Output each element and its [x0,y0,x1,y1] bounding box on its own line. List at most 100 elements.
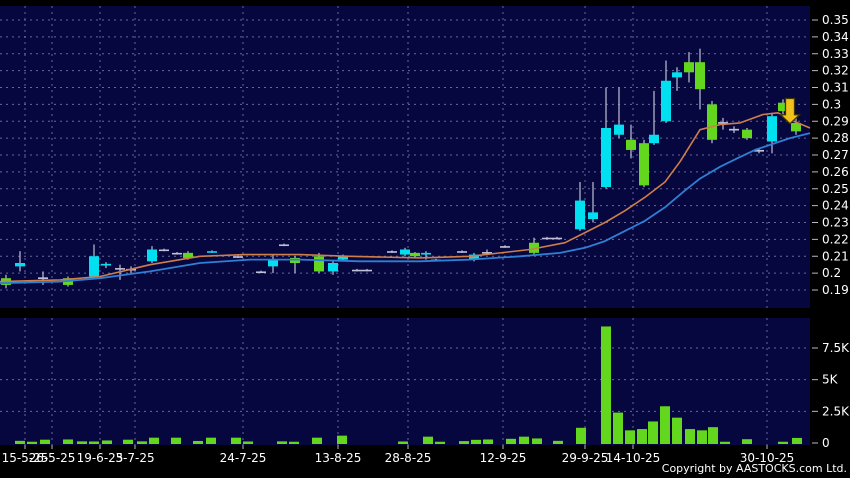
price-axis-label: 0.19 [822,283,849,297]
volume-bar [423,436,433,444]
date-label: 3-7-25 [115,451,154,465]
price-axis-label: 0.34 [822,30,849,44]
volume-bar [648,421,658,444]
volume-bars-layer [15,326,802,444]
volume-bar [637,429,647,444]
candle-body [268,259,278,267]
volume-bar [243,441,253,444]
volume-bar [613,412,623,444]
date-label: 14-10-25 [606,451,660,465]
candle-body [791,122,801,132]
volume-bar [532,438,542,444]
candle-body [159,249,169,252]
volume-bar [625,430,635,444]
down-arrow-annotation [778,97,802,125]
price-axis-label: 0.3 [822,97,841,111]
candle-body [469,254,479,260]
candle-body [338,256,348,260]
volume-bar [40,439,50,444]
date-label: 26-5-25 [29,451,76,465]
volume-bar [708,427,718,444]
candle-body [172,252,182,255]
candle-body [328,263,338,272]
volume-bar [398,441,408,444]
date-label: 15-5-25 [2,451,49,465]
candle-body [661,80,671,122]
volume-bar [553,440,563,444]
price-axis-label: 0.28 [822,131,849,145]
candle-body [695,62,705,90]
volume-bar [77,441,87,444]
candle-body [767,116,777,142]
candle-body [400,249,410,255]
candle-body [183,252,193,258]
volume-bar [123,439,133,444]
volume-bar [792,437,802,444]
candle-body [778,102,788,112]
volume-bar [27,441,37,444]
candle-body [626,139,636,150]
volume-bar [459,441,469,444]
volume-axis-label: 7.5K [822,341,850,355]
price-axis-label: 0.25 [822,182,849,196]
candle-body [614,124,624,135]
grid-layer [0,6,810,445]
candle-body [352,269,362,272]
volume-bar [15,440,25,444]
candle-body [575,200,585,230]
candle-body [588,212,598,220]
candle-body [387,251,397,253]
ma-slow-blue-line [0,132,811,285]
candle-body [500,246,510,248]
price-axis-label: 0.35 [822,13,849,27]
candle-body [421,252,431,255]
date-label: 13-8-25 [315,451,362,465]
volume-bar [576,427,586,444]
volume-bar [206,437,216,444]
volume-bar [171,437,181,444]
date-label: 29-9-25 [562,451,609,465]
candles-layer [1,48,801,289]
price-axis-label: 0.26 [822,165,849,179]
candle-body [15,263,25,267]
candle-body [207,251,217,253]
volume-bar [483,439,493,444]
candle-body [542,237,552,240]
candle-body [729,128,739,131]
candle-body [754,149,764,152]
volume-bar [519,436,529,444]
price-axis-label: 0.24 [822,199,849,213]
price-axis-label: 0.29 [822,114,849,128]
candle-body [529,242,539,253]
volume-bar [742,439,752,444]
date-label: 19-6-25 [77,451,124,465]
volume-bar [149,437,159,444]
candle-body [115,268,125,270]
price-axis-label: 0.27 [822,148,849,162]
volume-bar [471,439,481,444]
volume-bar [231,437,241,444]
candle-body [233,256,243,258]
price-axis-label: 0.22 [822,232,849,246]
volume-bar [137,441,147,444]
price-axis-label: 0.32 [822,64,849,78]
candle-body [101,263,111,266]
price-axis-label: 0.2 [822,266,841,280]
price-axis-label: 0.31 [822,81,849,95]
candle-body [256,271,266,274]
date-label: 30-10-25 [740,451,794,465]
volume-axis-label: 2.5K [822,404,850,418]
date-label: 24-7-25 [220,451,267,465]
volume-bar [720,441,730,444]
volume-bar [778,441,788,444]
volume-bar [193,440,203,444]
volume-bar [337,435,347,444]
volume-bar [672,417,682,444]
candle-body [707,104,717,140]
volume-pane [0,318,810,445]
candle-body [742,129,752,139]
candle-body [718,122,728,124]
candle-body [552,237,562,240]
